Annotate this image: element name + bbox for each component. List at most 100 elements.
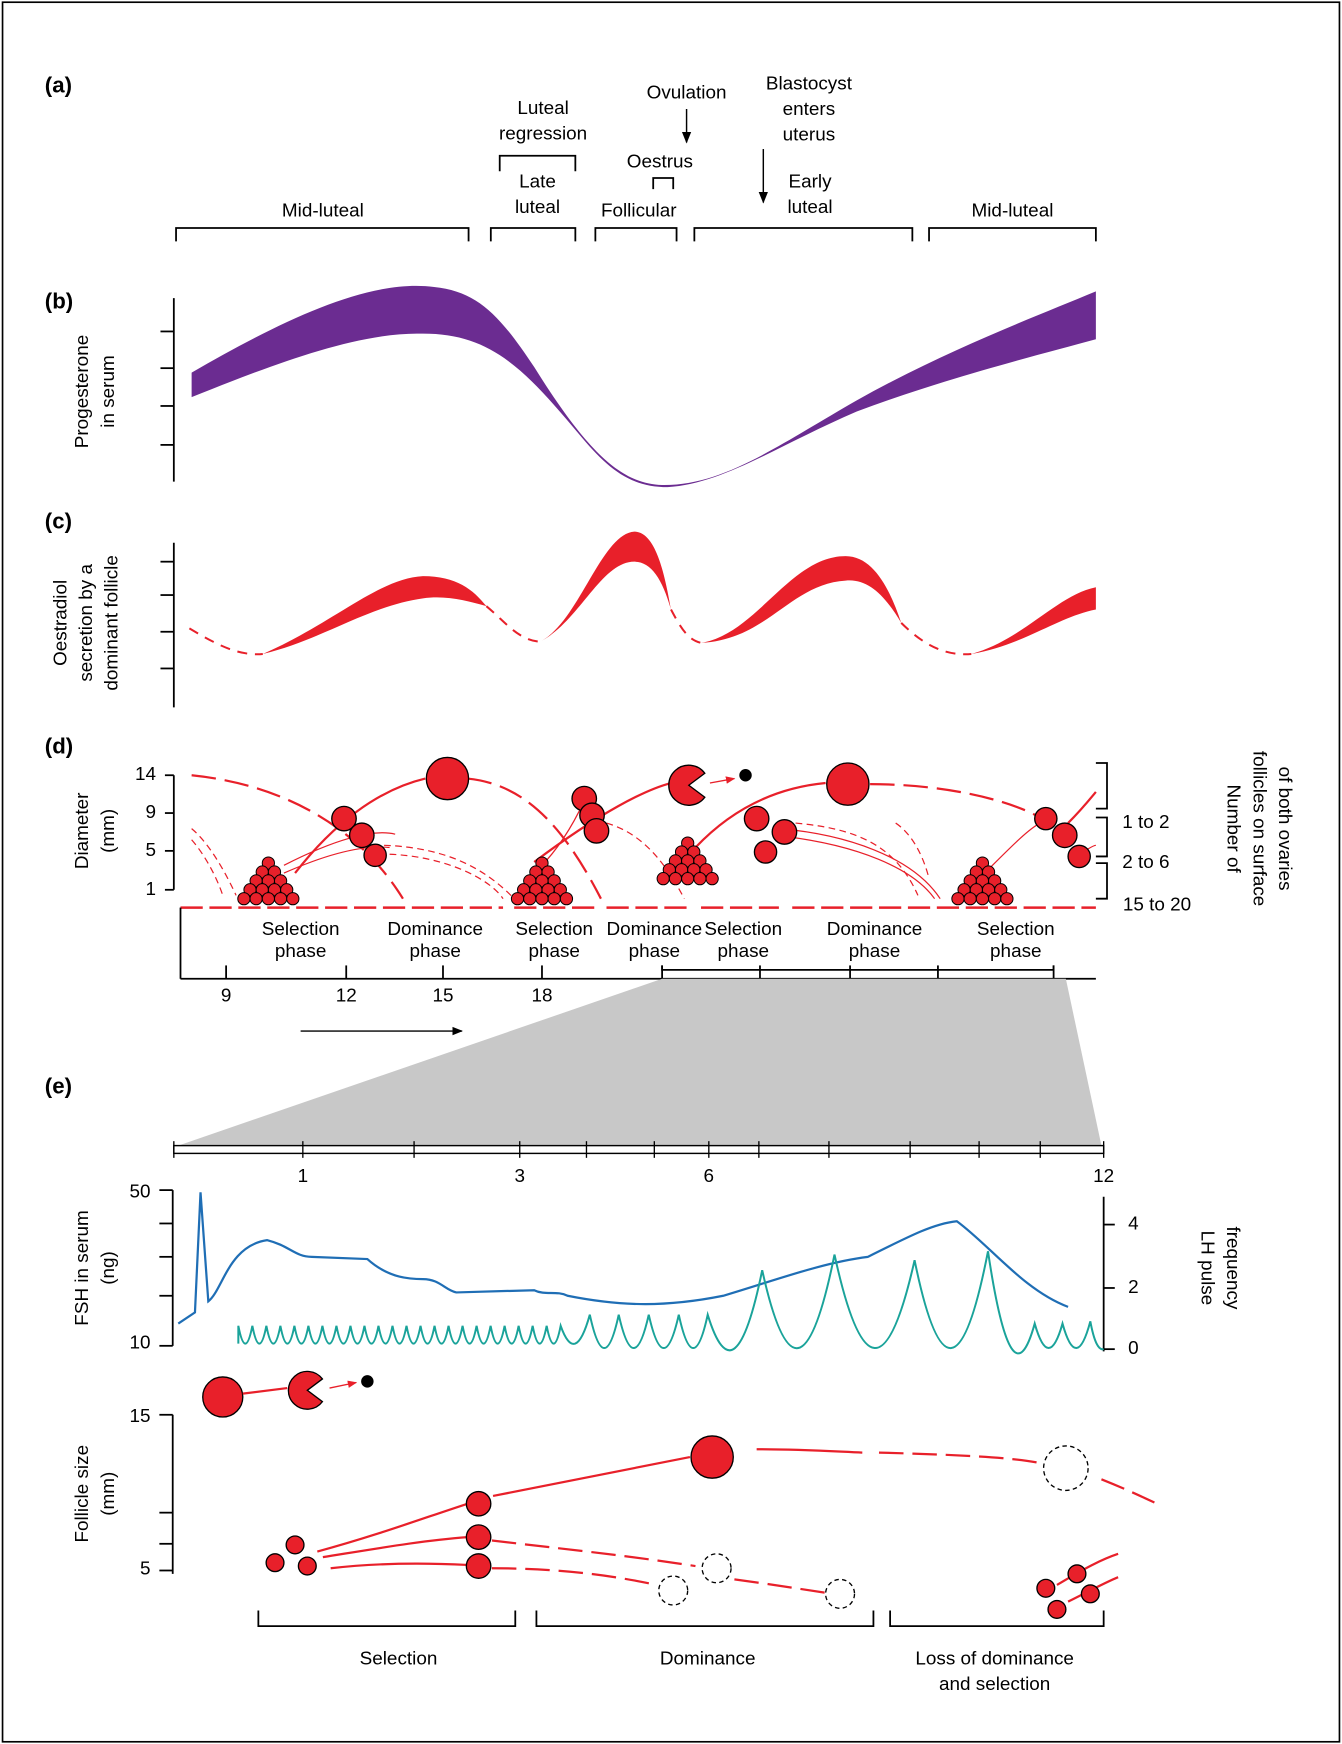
follicle — [265, 1553, 285, 1573]
count-bracket — [1095, 816, 1108, 858]
follicle — [975, 892, 990, 906]
y-axis-label-group: FSH in serum (ng) — [72, 1210, 119, 1325]
follicle-curve — [795, 822, 919, 896]
y-axis-label: Progesterone — [72, 335, 93, 448]
x-tick-label: 18 — [531, 986, 552, 1007]
phase-bracket — [928, 227, 1097, 242]
panel-label: (e) — [45, 1074, 72, 1099]
follicle-curve — [870, 783, 1058, 830]
phase-label: Early — [789, 171, 833, 192]
follicle — [237, 892, 251, 906]
oocyte — [361, 1375, 374, 1388]
bracket — [661, 965, 1055, 971]
phase-label: phase — [718, 941, 769, 962]
y-tick-label: 10 — [129, 1333, 150, 1354]
follicle — [1047, 1599, 1067, 1619]
y-axis-label: LH pulse — [1197, 1231, 1218, 1306]
follicle-curve — [606, 822, 685, 899]
follicle — [681, 872, 695, 886]
follicle-curve — [734, 1578, 826, 1594]
follicle — [668, 872, 683, 886]
follicle — [826, 762, 870, 806]
follicle — [1036, 1578, 1056, 1598]
count-label: 15 to 20 — [1123, 894, 1191, 915]
ovulating-follicle — [668, 764, 706, 806]
phase-label: Dominance — [607, 919, 703, 940]
y-axis-label: follicles on surface — [1248, 751, 1269, 906]
follicle — [988, 892, 1002, 906]
follicle — [693, 872, 707, 886]
y-axis-label: (mm) — [98, 809, 119, 853]
follicle-curve — [1101, 1478, 1158, 1505]
follicle-curve — [330, 1562, 468, 1570]
stage-bracket — [535, 1610, 875, 1627]
phase-label: Mid-luteal — [282, 200, 364, 221]
phase-bracket — [693, 227, 914, 242]
follicle — [363, 843, 387, 868]
follicle — [583, 817, 610, 844]
follicle-curve — [878, 1451, 1044, 1465]
follicle-curve — [1056, 1552, 1119, 1586]
follicle — [690, 1435, 734, 1479]
phase-label: phase — [990, 941, 1041, 962]
follicle-curve — [384, 844, 515, 900]
follicle — [465, 1524, 492, 1551]
follicle — [285, 1535, 305, 1555]
count-bracket — [1095, 862, 1108, 900]
follicle — [1034, 806, 1058, 831]
follicle-curve — [294, 777, 426, 874]
phase-label: Blastocyst — [766, 74, 853, 95]
y-axis-label: Oestradiol — [50, 580, 71, 666]
follicle-curve — [191, 828, 237, 896]
count-label: 1 to 2 — [1122, 812, 1169, 833]
y-axis-label: Diameter — [72, 793, 93, 870]
oestradiol-band — [971, 587, 1096, 654]
phase-label: Oestrus — [627, 151, 693, 172]
y-tick-label: 2 — [1128, 1277, 1139, 1298]
phase-label: Mid-luteal — [972, 200, 1054, 221]
follicle — [951, 892, 965, 906]
follicle — [273, 892, 288, 906]
follicle-curve — [895, 822, 930, 879]
phase-label: phase — [409, 941, 460, 962]
follicle — [753, 840, 778, 864]
y-axis-label: of both ovaries — [1274, 767, 1295, 891]
follicle-curve — [756, 1448, 863, 1454]
y-axis-label-group: Follicle size (mm) — [72, 1445, 119, 1543]
phase-label: Selection — [262, 919, 340, 940]
x-tick-label: 1 — [298, 1166, 309, 1187]
phase-label: Dominance — [387, 919, 483, 940]
phase-label: regression — [499, 124, 587, 145]
follicle — [771, 819, 798, 845]
y-axis-label-group: Oestradiol secretion by a dominant follicl… — [50, 555, 122, 690]
y-tick-label: 50 — [129, 1181, 150, 1202]
progesterone-band — [191, 285, 1096, 488]
regressing-follicle — [658, 1575, 689, 1606]
arrow — [329, 1380, 358, 1389]
lh-line — [237, 1251, 1104, 1355]
y-axis-label-group: Number of follicles on surface of both ova… — [1223, 751, 1295, 906]
x-tick-label: 3 — [514, 1166, 525, 1187]
phase-label: uterus — [783, 125, 836, 146]
y-tick-label: 5 — [146, 840, 157, 861]
follicle-curve — [533, 781, 672, 863]
y-tick-label: 14 — [135, 764, 156, 785]
oestradiol-band — [701, 556, 902, 643]
oestradiol-dashed — [188, 627, 263, 656]
phase-label: Selection — [977, 919, 1055, 940]
follicle-curve — [191, 774, 404, 900]
follicle — [535, 892, 549, 906]
panel-label: (d) — [45, 733, 73, 758]
time-axis — [173, 1144, 1105, 1155]
panel-label: (c) — [45, 509, 72, 534]
count-bracket — [1095, 762, 1108, 810]
oestradiol-band — [262, 576, 487, 654]
phase-label: Selection — [704, 919, 782, 940]
y-axis-label: (mm) — [98, 1472, 119, 1516]
follicle-curve — [989, 822, 1041, 868]
phase-label: luteal — [515, 197, 560, 218]
phase-bracket — [652, 177, 675, 190]
stage-label: Selection — [360, 1648, 438, 1669]
phase-bracket — [489, 227, 577, 242]
